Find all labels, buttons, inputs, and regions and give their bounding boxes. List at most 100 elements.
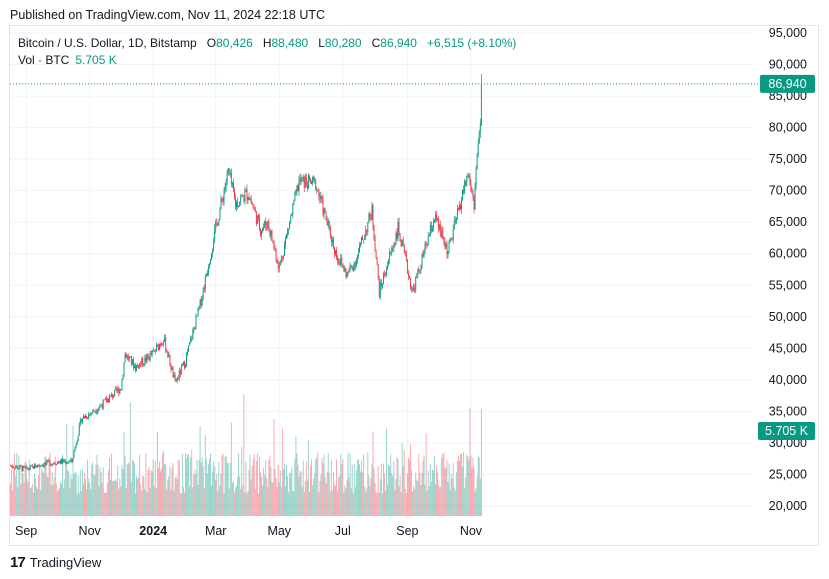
candle-body [78, 424, 80, 436]
volume-bar [311, 459, 313, 516]
y-tick-label: 95,000 [769, 26, 807, 40]
candle-body [162, 343, 164, 345]
candle-body [102, 399, 104, 409]
volume-bar [130, 481, 132, 516]
candle-body [314, 179, 316, 180]
candle-body [463, 190, 465, 193]
candle-body [226, 171, 228, 182]
candle-body [450, 238, 452, 241]
candle-body [127, 355, 129, 360]
candle-body [300, 178, 302, 182]
candle-body [381, 283, 383, 287]
chart-frame[interactable] [9, 25, 819, 546]
candle-body [453, 220, 455, 230]
volume-bar [226, 462, 228, 516]
candle-body [347, 271, 349, 274]
candle-body [340, 258, 342, 265]
volume-bar [214, 466, 216, 516]
volume-bar [317, 452, 319, 516]
volume-bar [349, 453, 351, 516]
candle-body [410, 277, 411, 289]
volume-bar [104, 492, 106, 516]
volume-bar [100, 472, 102, 516]
volume-bar [197, 484, 199, 516]
volume-bar [460, 454, 461, 516]
candle-body [371, 205, 373, 220]
symbol-label[interactable]: Bitcoin / U.S. Dollar, 1D, Bitstamp [18, 36, 197, 50]
volume-bar [119, 478, 121, 516]
volume-bar [300, 471, 302, 516]
volume-bar [10, 483, 11, 516]
candle-body [105, 398, 107, 403]
volume-bar [405, 493, 407, 516]
volume-bar [16, 452, 18, 516]
volume-bar [355, 469, 357, 516]
volume-bar [466, 454, 468, 516]
volume-bar [443, 453, 445, 516]
volume-bar [79, 469, 81, 516]
volume-bar [270, 466, 272, 516]
candle-body [394, 243, 396, 245]
candle-body [341, 258, 343, 264]
candle-body [196, 315, 198, 317]
candle-body [302, 176, 304, 179]
volume-bar [220, 473, 222, 516]
volume-bar [330, 459, 332, 516]
candle-body [398, 222, 400, 234]
candle-body [36, 467, 37, 468]
candle-body [261, 231, 262, 236]
volume-bar [17, 487, 19, 516]
volume-bar [398, 486, 400, 516]
candle-body [44, 462, 46, 467]
volume-bar [448, 463, 450, 516]
footer-brand[interactable]: 17 TradingView [10, 554, 101, 571]
candle-body [413, 287, 415, 290]
candle-body [418, 269, 420, 271]
volume-bar [55, 483, 57, 516]
volume-bar [142, 475, 144, 516]
volume-bar [180, 493, 182, 516]
volume-bar [178, 460, 180, 516]
candle-body [153, 350, 155, 352]
candle-body [86, 415, 87, 419]
volume-value: 5.705 K [75, 53, 117, 67]
change-value: +6,515 (+8.10%) [427, 36, 517, 50]
volume-bar [173, 490, 175, 516]
candle-body [334, 247, 335, 255]
volume-bar [416, 479, 418, 516]
volume-bar [177, 459, 179, 516]
candle-body [185, 365, 186, 368]
volume-bar [216, 473, 218, 516]
volume-bar [75, 473, 77, 516]
candle-body [220, 198, 222, 210]
volume-bar [278, 482, 280, 516]
volume-bar [68, 471, 70, 516]
candle-body [87, 418, 89, 419]
volume-bar [232, 481, 234, 516]
volume-bar [384, 473, 385, 516]
candle-body [138, 365, 140, 369]
volume-bar [41, 468, 43, 516]
volume-bar [96, 455, 98, 516]
candle-body [75, 444, 77, 448]
candle-body [211, 253, 212, 260]
volume-bar [144, 489, 146, 516]
volume-bar [319, 480, 321, 516]
candle-body [431, 228, 433, 232]
volume-bar [244, 492, 246, 516]
volume-bar [331, 490, 333, 516]
candle-body [53, 463, 55, 464]
candle-body [10, 465, 11, 467]
volume-bar [399, 475, 401, 516]
candle-body [96, 411, 98, 413]
volume-bar [151, 471, 153, 516]
volume-bar [182, 487, 184, 516]
volume-bar [154, 460, 156, 516]
candle-body [310, 178, 311, 182]
volume-bar [387, 484, 389, 516]
volume-bar [146, 492, 148, 516]
volume-label[interactable]: Vol · BTC [18, 53, 70, 67]
volume-bar [316, 457, 318, 516]
volume-bar [199, 426, 201, 516]
